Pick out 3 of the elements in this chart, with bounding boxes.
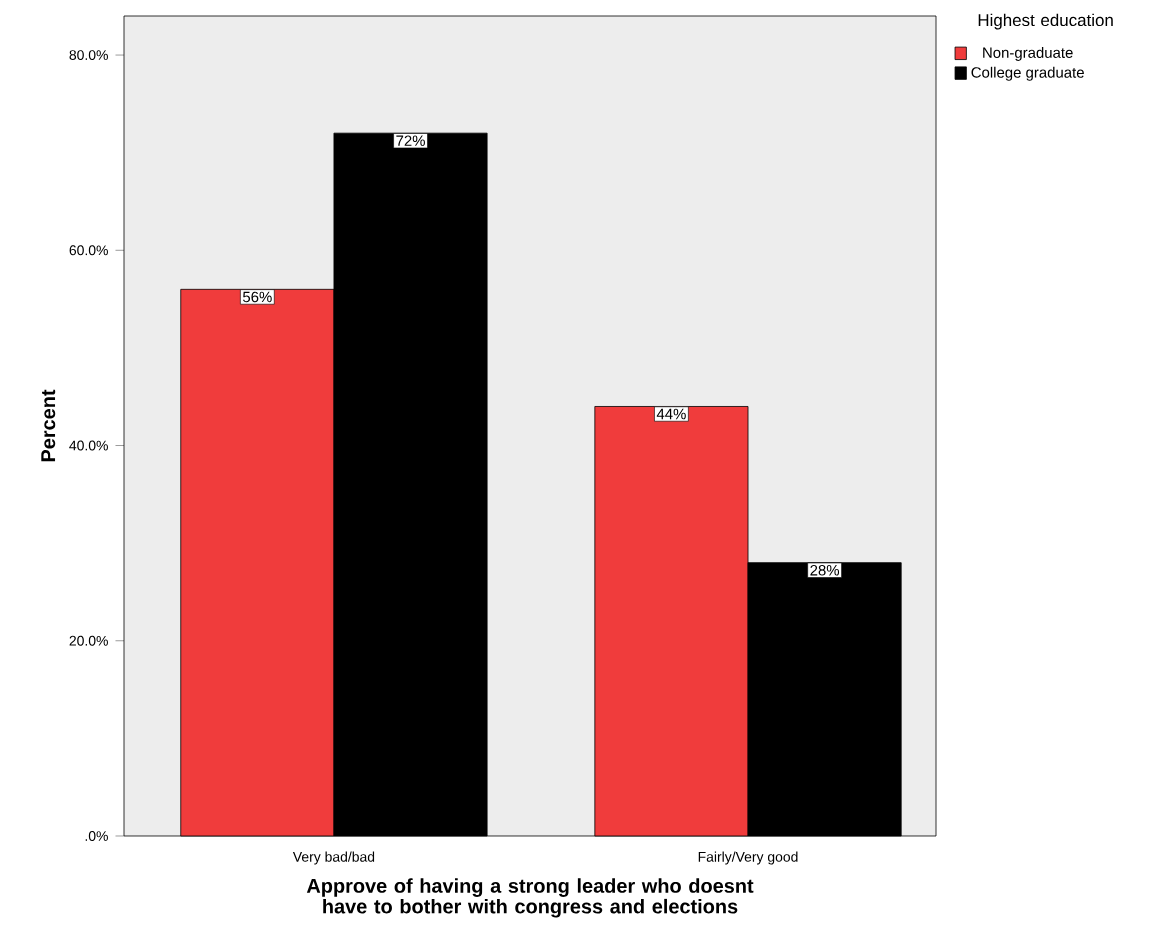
legend-title: Highest education bbox=[978, 13, 1113, 30]
x-axis-title: Approve of having a strong leader who doesnt have to bother with congress and elections bbox=[306, 878, 754, 918]
y-axis-title: Percent bbox=[41, 389, 56, 462]
